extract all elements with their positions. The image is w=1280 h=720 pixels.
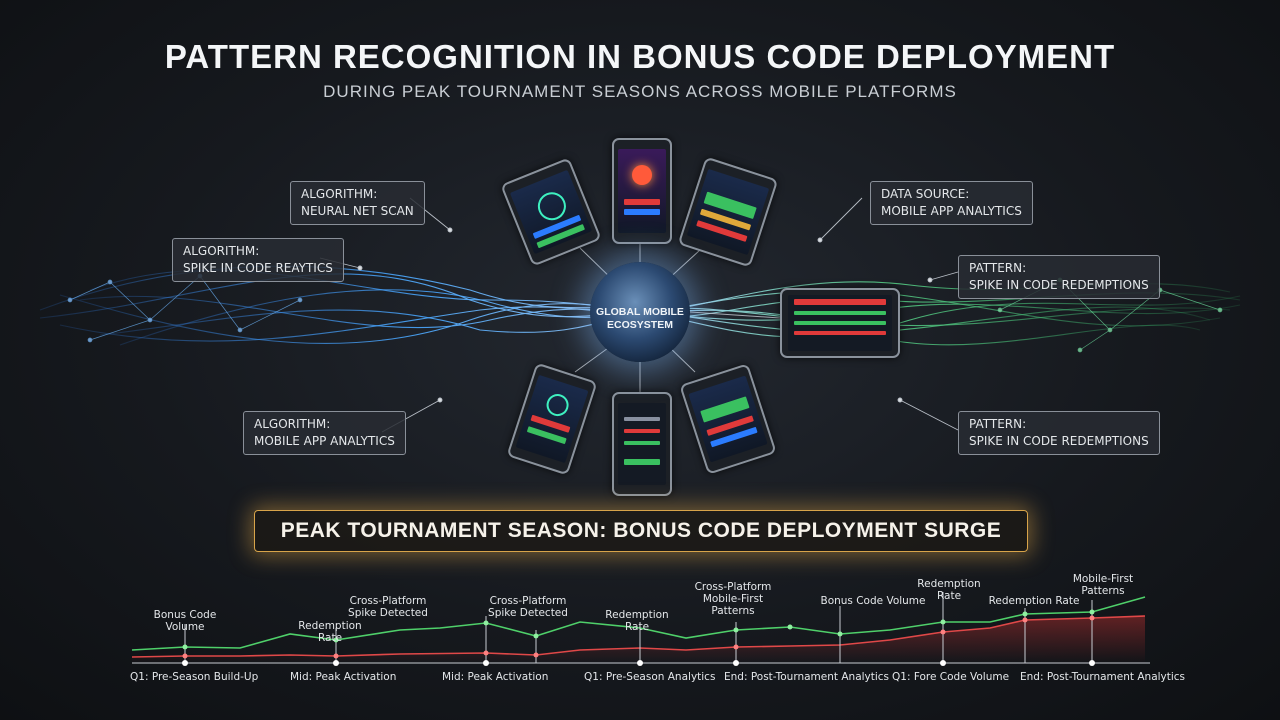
timeline-phase-6: Q1: Fore Code Volume xyxy=(892,671,1010,683)
timeline-phase-4: Q1: Pre-Season Analytics xyxy=(584,671,716,683)
callout-body: MOBILE APP ANALYTICS xyxy=(881,204,1022,218)
timeline-label-redemption-rate-1: Redemption Rate xyxy=(298,620,362,644)
banner-text: PEAK TOURNAMENT SEASON: BONUS CODE DEPLO… xyxy=(280,519,1002,542)
timeline-label-bonus-code-volume-2: Bonus Code Volume xyxy=(820,595,926,607)
hub-label: GLOBAL MOBILE ECOSYSTEM xyxy=(596,306,684,331)
callout-mobile-app-analytics-left: ALGORITHM: MOBILE APP ANALYTICS xyxy=(243,411,406,455)
timeline-label-redemption-rate-2: Redemption Rate xyxy=(605,609,669,633)
timeline-phase-1: Q1: Pre-Season Build-Up xyxy=(130,671,259,683)
timeline-phase-2: Mid: Peak Activation xyxy=(290,671,397,683)
timeline-phase-3: Mid: Peak Activation xyxy=(442,671,549,683)
timeline-label-redemption-rate-3: Redemption Rate xyxy=(917,578,981,602)
callout-title: ALGORITHM: xyxy=(183,244,260,258)
red-area xyxy=(132,616,1145,663)
red-markers xyxy=(182,615,1095,659)
callout-title: ALGORITHM: xyxy=(254,417,331,431)
callout-body: SPIKE IN CODE REDEMPTIONS xyxy=(969,278,1149,292)
timeline-label-mobile-first-1: Cross-Platform Mobile-First Patterns xyxy=(694,581,772,617)
callout-title: DATA SOURCE: xyxy=(881,187,970,201)
tablet-right xyxy=(780,288,900,358)
timeline-label-bonus-code-volume-1: Bonus Code Volume xyxy=(153,609,217,633)
peak-season-banner: PEAK TOURNAMENT SEASON: BONUS CODE DEPLO… xyxy=(254,510,1028,552)
timeline-label-redemption-rate-4: Redemption Rate xyxy=(988,595,1080,607)
page-title: PATTERN RECOGNITION IN BONUS CODE DEPLOY… xyxy=(164,38,1116,75)
callout-title: ALGORITHM: xyxy=(301,187,378,201)
callout-pattern-upper: PATTERN: SPIKE IN CODE REDEMPTIONS xyxy=(958,255,1160,299)
timeline-phase-5: End: Post-Tournament Analytics xyxy=(724,671,890,683)
phone-bottom-center xyxy=(612,392,672,496)
callout-body: SPIKE IN CODE REDEMPTIONS xyxy=(969,434,1149,448)
global-mobile-ecosystem-hub: GLOBAL MOBILE ECOSYSTEM xyxy=(590,262,690,362)
callout-body: MOBILE APP ANALYTICS xyxy=(254,434,395,448)
axis-ticks xyxy=(182,660,1095,666)
page-subtitle: DURING PEAK TOURNAMENT SEASONS ACROSS MO… xyxy=(323,82,957,101)
callout-data-source: DATA SOURCE: MOBILE APP ANALYTICS xyxy=(870,181,1033,225)
callout-neural-net-scan: ALGORITHM: NEURAL NET SCAN xyxy=(290,181,425,225)
red-series-line xyxy=(131,615,1146,658)
callout-title: PATTERN: xyxy=(969,261,1027,275)
callout-body: SPIKE IN CODE REAYTICS xyxy=(183,261,333,275)
timeline-label-mobile-first-2: Mobile-First Patterns xyxy=(1072,573,1134,597)
phone-top-center xyxy=(612,138,672,244)
callout-pattern-lower: PATTERN: SPIKE IN CODE REDEMPTIONS xyxy=(958,411,1160,455)
callout-body: NEURAL NET SCAN xyxy=(301,204,414,218)
callout-title: PATTERN: xyxy=(969,417,1027,431)
green-markers xyxy=(182,609,1095,650)
timeline-label-cross-platform-1: Cross-Platform Spike Detected xyxy=(348,595,428,619)
timeline-phase-7: End: Post-Tournament Analytics xyxy=(1020,671,1186,683)
callout-spike-code-reaytics: ALGORITHM: SPIKE IN CODE REAYTICS xyxy=(172,238,344,282)
timeline-label-cross-platform-2: Cross-Platform Spike Detected xyxy=(488,595,568,619)
